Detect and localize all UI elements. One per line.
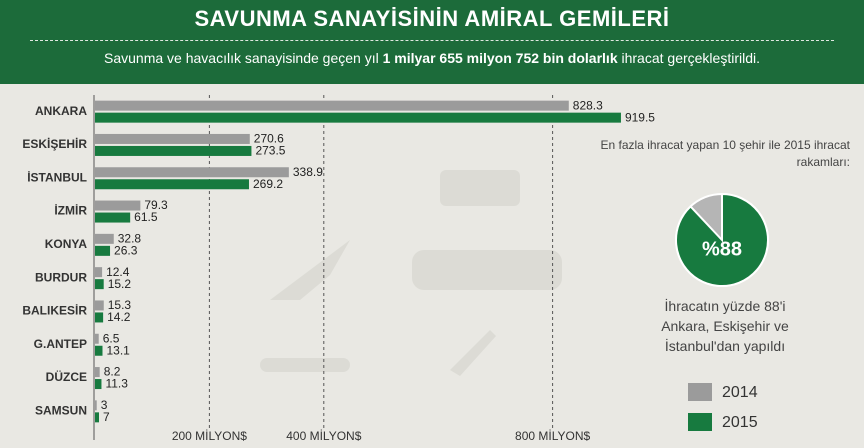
- bar: [95, 212, 131, 223]
- bar: [95, 100, 569, 111]
- value-label: 8.2: [104, 365, 121, 379]
- category-label: BURDUR: [35, 270, 87, 284]
- bar: [95, 233, 114, 244]
- category-label: İSTANBUL: [27, 169, 87, 184]
- value-label: 32.8: [118, 232, 142, 246]
- bar: [95, 112, 621, 123]
- pie-slice: [675, 192, 769, 287]
- pie-note: En fazla ihracat yapan 10 şehir ile 2015…: [600, 138, 851, 169]
- value-label: 13.1: [106, 343, 130, 357]
- value-label: 273.5: [255, 144, 285, 158]
- x-tick-label: 800 MİLYON$: [515, 429, 590, 443]
- value-label: 270.6: [254, 132, 284, 146]
- value-label: 15.2: [108, 277, 132, 291]
- value-label: 6.5: [103, 331, 120, 345]
- value-label: 79.3: [144, 198, 168, 212]
- bar: [95, 133, 250, 144]
- bar: [95, 345, 103, 356]
- value-label: 15.3: [108, 298, 132, 312]
- bar: [95, 267, 103, 278]
- bar: [95, 379, 102, 390]
- divider: [30, 40, 834, 41]
- category-label: DÜZCE: [46, 369, 87, 384]
- bar: [95, 367, 100, 378]
- x-tick-label: 200 MİLYON$: [172, 429, 247, 443]
- bar: [95, 167, 289, 178]
- title: SAVUNMA SANAYİSİNİN AMİRAL GEMİLERİ: [194, 6, 670, 31]
- legend-swatch: [688, 383, 712, 401]
- x-tick-label: 400 MİLYON$: [286, 429, 361, 443]
- category-label: ESKİŞEHİR: [22, 136, 87, 151]
- bar: [95, 312, 104, 323]
- category-label: G.ANTEP: [34, 337, 87, 351]
- pie-label: %88: [702, 238, 742, 260]
- legend-swatch: [688, 413, 712, 431]
- category-label: SAMSUN: [35, 404, 87, 418]
- subtitle-part: Savunma ve havacılık sanayisinde geçen y…: [104, 50, 379, 66]
- value-label: 338.9: [293, 165, 323, 179]
- bar: [95, 179, 249, 190]
- category-label: İZMİR: [54, 203, 87, 218]
- category-label: ANKARA: [35, 104, 87, 118]
- pie-caption: İhracatın yüzde 88'i Ankara, Eskişehir v…: [661, 298, 789, 354]
- subtitle-bold: 1 milyar 655 milyon 752 bin dolarlık: [382, 50, 618, 66]
- subtitle: Savunma ve havacılık sanayisinde geçen y…: [0, 50, 864, 66]
- bar: [95, 300, 104, 311]
- value-label: 61.5: [134, 210, 158, 224]
- bar: [95, 400, 97, 411]
- value-label: 12.4: [106, 265, 130, 279]
- value-label: 828.3: [573, 98, 603, 112]
- category-label: BALIKESİR: [22, 303, 87, 318]
- bar: [95, 200, 141, 211]
- bar: [95, 279, 104, 290]
- value-label: 919.5: [625, 110, 655, 124]
- bar: [95, 145, 252, 156]
- bar: [95, 333, 99, 344]
- value-label: 26.3: [114, 244, 138, 258]
- bar: [95, 412, 100, 423]
- legend-label: 2015: [722, 414, 758, 431]
- decoration: [260, 170, 562, 376]
- value-label: 269.2: [253, 177, 283, 191]
- value-label: 7: [103, 410, 110, 424]
- value-label: 11.3: [105, 377, 128, 391]
- subtitle-part: ihracat gerçekleştirildi.: [621, 50, 761, 66]
- header: SAVUNMA SANAYİSİNİN AMİRAL GEMİLERİ Savu…: [0, 0, 864, 84]
- category-label: KONYA: [45, 237, 88, 251]
- bar: [95, 245, 111, 256]
- value-label: 3: [101, 398, 108, 412]
- value-label: 14.2: [107, 310, 131, 324]
- legend-label: 2014: [722, 384, 758, 401]
